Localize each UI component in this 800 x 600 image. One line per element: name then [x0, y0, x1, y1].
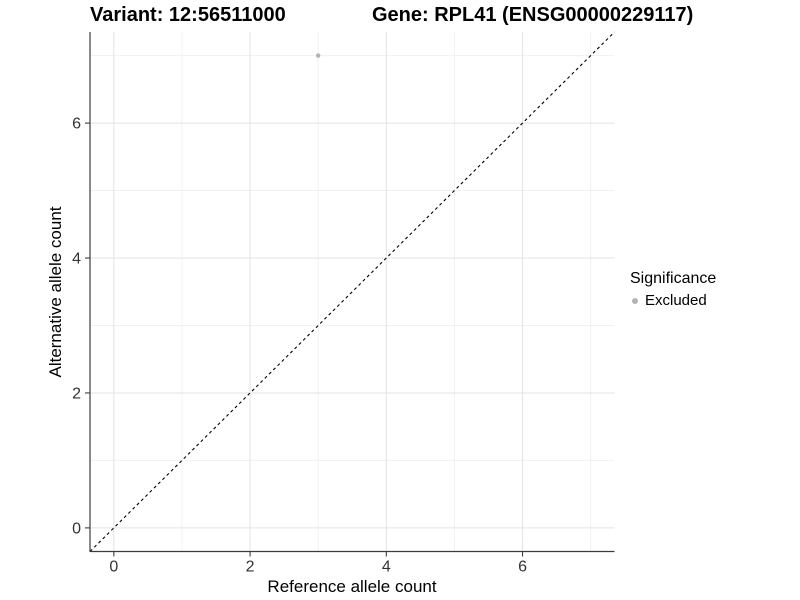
legend: Significance Excluded [630, 270, 716, 309]
identity-reference-line [89, 31, 615, 552]
x-tick-label: 2 [246, 559, 255, 576]
y-tick-label: 6 [72, 116, 81, 133]
x-tick-label: 4 [382, 559, 391, 576]
y-tick-label: 0 [72, 520, 81, 537]
gene-title: Gene: RPL41 (ENSG00000229117) [372, 4, 694, 26]
excluded-point-icon [632, 297, 638, 304]
y-tick-label: 2 [72, 385, 81, 402]
legend-entry-excluded: Excluded [630, 292, 716, 309]
x-tick-label: 6 [518, 559, 527, 576]
legend-entry-label: Excluded [645, 292, 707, 309]
x-axis-label: Reference allele count [267, 577, 437, 596]
legend-title: Significance [630, 270, 717, 287]
x-tick-label: 0 [109, 559, 118, 576]
variant-title: Variant: 12:56511000 [90, 4, 286, 26]
data-point [315, 53, 321, 58]
y-tick-label: 4 [72, 251, 81, 268]
